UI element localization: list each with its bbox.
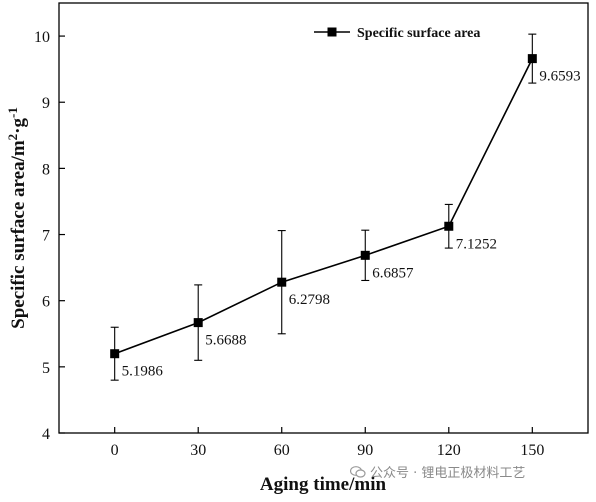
x-tick-label: 30	[190, 442, 206, 459]
data-point	[444, 221, 454, 231]
series-line	[114, 58, 534, 355]
y-tick-label: 9	[42, 95, 50, 112]
plot-frame	[58, 2, 589, 434]
y-tick-label: 5	[42, 360, 50, 377]
data-point	[193, 318, 203, 328]
x-axis-title: Aging time/min	[260, 474, 387, 495]
y-axis-title-main: Specific surface area/m	[8, 140, 29, 329]
watermark: 公众号 · 锂电正极材料工艺	[349, 462, 526, 481]
y-tick-label: 10	[34, 29, 50, 46]
series-layer	[110, 33, 537, 381]
data-label: 5.6688	[205, 333, 246, 349]
y-tick-label: 6	[42, 294, 50, 311]
data-label: 6.6857	[372, 265, 414, 281]
data-point	[360, 250, 370, 260]
wechat-icon	[349, 466, 366, 478]
ticks-layer: 0 30 60 90 120 150 4 5 6 7 8 9 10	[34, 29, 544, 459]
data-label: 6.2798	[289, 292, 330, 308]
x-tick-label: 90	[357, 442, 373, 459]
y-axis-title-mid: ·g	[8, 117, 29, 133]
legend-label: Specific surface area	[357, 26, 480, 41]
labels-layer: 5.1986 5.6688 6.2798 6.6857 7.1252 9.6593	[122, 69, 581, 380]
y-axis-title-sup1: 2	[5, 134, 20, 141]
legend-marker	[327, 27, 337, 37]
data-point	[277, 277, 287, 287]
legend: Specific surface area	[314, 26, 480, 41]
data-label: 5.1986	[122, 364, 164, 380]
y-axis-title: Specific surface area/m2·g-1	[5, 107, 29, 329]
x-tick-label: 0	[111, 442, 119, 459]
data-label: 7.1252	[456, 236, 497, 252]
y-tick-label: 8	[42, 161, 50, 178]
x-tick-label: 120	[437, 442, 461, 459]
svg-text:Specific surface area/m2·g-1: Specific surface area/m2·g-1	[5, 107, 29, 329]
data-label: 9.6593	[539, 69, 580, 85]
x-tick-label: 150	[520, 442, 544, 459]
y-tick-label: 4	[42, 426, 50, 443]
y-tick-label: 7	[42, 228, 50, 245]
data-point	[527, 54, 537, 64]
y-axis-title-sup2: -1	[5, 107, 20, 118]
x-tick-label: 60	[274, 442, 290, 459]
watermark-text: 公众号 · 锂电正极材料工艺	[370, 466, 526, 481]
data-point	[110, 349, 120, 359]
